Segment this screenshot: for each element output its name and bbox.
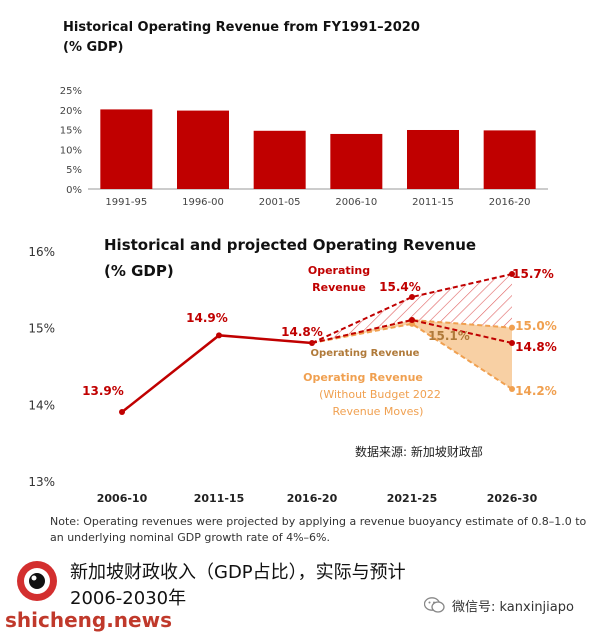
bar-value-label: 13.9% — [341, 119, 372, 129]
line-x-tick-label: 2011-15 — [194, 492, 245, 505]
data-source: 数据来源: 新加坡财政部 — [355, 445, 483, 459]
bar-x-tick-label: 1996-00 — [182, 197, 224, 208]
bar-value-label: 19.8% — [187, 96, 218, 106]
bar-chart-title-block: Historical Operating Revenue from FY1991… — [63, 18, 420, 58]
historical-point — [119, 409, 125, 415]
series-label-without-moves: Operating Revenue — [311, 348, 420, 359]
bar-value-label: 14.7% — [264, 116, 295, 126]
line-chart-title: Historical and projected Operating Reven… — [104, 236, 477, 254]
caption-line-2: 2006-2030年 — [70, 588, 187, 609]
line-x-tick-label: 2021-25 — [387, 492, 438, 505]
bar-chart-subtitle: (% GDP) — [63, 40, 124, 55]
bar-x-tick-label: 2006-10 — [335, 197, 377, 208]
bar-y-tick-label: 5% — [66, 165, 82, 176]
line-y-tick-label: 13% — [28, 475, 55, 489]
line-chart-title-block: Historical and projected Operating Reven… — [104, 232, 476, 284]
bar-value-label: 14.8% — [494, 115, 525, 125]
historical-value-label: 13.9% — [82, 384, 124, 398]
bar-x-tick-label: 1991-95 — [105, 197, 147, 208]
bar-y-tick-label: 25% — [60, 86, 82, 97]
operating-revenue-upper-line-point — [509, 271, 515, 277]
operating-revenue-upper-line — [311, 273, 513, 344]
historical-value-label: 14.9% — [186, 311, 228, 325]
bar-value-label: 14.9% — [417, 115, 448, 125]
bar — [407, 129, 459, 189]
projection-band-operating-revenue — [312, 274, 512, 343]
line-chart: 13% 14% 15% 16% 2006-10 2011-15 2016-20 2021-25… — [28, 245, 557, 505]
line-y-tick-label: 14% — [28, 398, 55, 412]
bar — [330, 133, 383, 189]
line-x-tick-label: 2016-20 — [287, 492, 338, 505]
line-y-tick-label: 15% — [28, 322, 55, 336]
footnote: Note: Operating revenues were projected … — [50, 515, 587, 544]
bar-y-tick-label: 20% — [60, 106, 82, 117]
series-label-operating-revenue: Revenue — [312, 281, 366, 294]
projection-value-label: 14.8% — [515, 340, 557, 354]
without-moves-lower-line-point — [509, 386, 515, 392]
projection-value-label: 15.1% — [428, 329, 470, 343]
bar-x-tick-label: 2016-20 — [489, 197, 531, 208]
series-label-operating-revenue: Operating — [308, 264, 370, 277]
operating-revenue-lower-line — [311, 318, 513, 344]
without-moves-lower-line — [311, 322, 513, 390]
bar-chart-title: Historical Operating Revenue from FY1991… — [63, 20, 420, 35]
bar-y-tick-label: 15% — [60, 126, 82, 137]
historical-line — [121, 334, 313, 413]
operating-revenue-lower-line-point — [509, 340, 515, 346]
bar — [177, 110, 229, 189]
caption: 新加坡财政收入（GDP占比），实际与预计 2006-2030年 — [70, 560, 406, 612]
projection-value-label: 15.0% — [515, 319, 557, 333]
projection-value-label: 14.2% — [515, 384, 557, 398]
projection-value-label: 15.7% — [512, 267, 554, 281]
line-x-tick-label: 2026-30 — [487, 492, 538, 505]
wechat-id: 微信号: kanxinjiapo — [452, 600, 574, 615]
bar-value-label: 20.1% — [111, 94, 142, 104]
historical-point — [216, 332, 222, 339]
historical-value-label: 14.8% — [281, 325, 323, 339]
bar-x-tick-label: 2011-15 — [412, 197, 454, 208]
logo-wordmark: shicheng.news — [5, 608, 172, 632]
line-chart-subtitle: (% GDP) — [104, 262, 174, 280]
shicheng-logo-icon — [17, 561, 57, 601]
bar — [253, 130, 306, 189]
series-label-without-moves: Revenue Moves) — [333, 405, 424, 418]
wechat-icon — [424, 597, 445, 613]
projection-value-label: 15.4% — [379, 280, 421, 294]
series-label-without-moves: (Without Budget 2022 — [319, 388, 441, 401]
series-label-without-moves: Operating Revenue — [303, 371, 423, 384]
line-x-tick-label: 2006-10 — [97, 492, 148, 505]
bar — [100, 109, 153, 189]
bar — [483, 130, 536, 189]
line-y-tick-label: 16% — [28, 245, 55, 259]
caption-line-1: 新加坡财政收入（GDP占比），实际与预计 — [70, 562, 406, 583]
bar-y-tick-label: 10% — [60, 145, 82, 156]
bar-x-tick-label: 2001-05 — [259, 197, 301, 208]
operating-revenue-upper-line-point — [409, 294, 415, 300]
bar-y-tick-label: 0% — [66, 185, 82, 196]
operating-revenue-lower-line-point — [409, 317, 415, 323]
projection-band-without-moves — [312, 320, 512, 389]
without-moves-upper-line-point — [509, 324, 515, 331]
bar-chart: 0% 5% 10% 15% 20% 25% 20.1% 1991-95 19.8% 1996-00… — [60, 86, 548, 208]
